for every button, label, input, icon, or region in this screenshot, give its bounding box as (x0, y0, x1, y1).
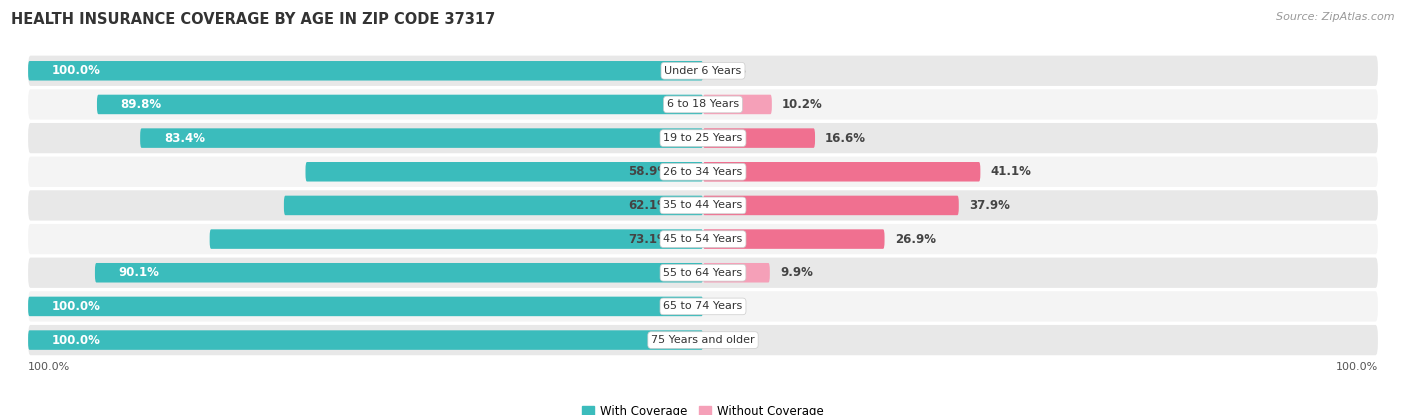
Text: 83.4%: 83.4% (163, 132, 205, 144)
Text: 16.6%: 16.6% (825, 132, 866, 144)
FancyBboxPatch shape (28, 297, 703, 316)
Text: 10.2%: 10.2% (782, 98, 823, 111)
FancyBboxPatch shape (96, 263, 703, 283)
FancyBboxPatch shape (28, 291, 1378, 322)
Text: 100.0%: 100.0% (28, 362, 70, 372)
FancyBboxPatch shape (141, 128, 703, 148)
Text: 100.0%: 100.0% (52, 300, 101, 313)
FancyBboxPatch shape (28, 156, 1378, 187)
Text: HEALTH INSURANCE COVERAGE BY AGE IN ZIP CODE 37317: HEALTH INSURANCE COVERAGE BY AGE IN ZIP … (11, 12, 495, 27)
Text: 55 to 64 Years: 55 to 64 Years (664, 268, 742, 278)
FancyBboxPatch shape (209, 229, 703, 249)
FancyBboxPatch shape (28, 61, 703, 81)
Text: 45 to 54 Years: 45 to 54 Years (664, 234, 742, 244)
Text: 0.0%: 0.0% (713, 334, 745, 347)
Text: 0.0%: 0.0% (713, 300, 745, 313)
FancyBboxPatch shape (28, 190, 1378, 221)
Text: 26 to 34 Years: 26 to 34 Years (664, 167, 742, 177)
FancyBboxPatch shape (28, 56, 1378, 86)
Text: 26.9%: 26.9% (894, 232, 935, 246)
FancyBboxPatch shape (28, 258, 1378, 288)
Text: 100.0%: 100.0% (1336, 362, 1378, 372)
Text: 65 to 74 Years: 65 to 74 Years (664, 301, 742, 311)
Text: 62.1%: 62.1% (628, 199, 669, 212)
FancyBboxPatch shape (28, 89, 1378, 120)
FancyBboxPatch shape (28, 330, 703, 350)
Legend: With Coverage, Without Coverage: With Coverage, Without Coverage (582, 405, 824, 415)
Text: 73.1%: 73.1% (628, 232, 669, 246)
Text: 90.1%: 90.1% (118, 266, 159, 279)
Text: 41.1%: 41.1% (990, 165, 1032, 178)
FancyBboxPatch shape (703, 162, 980, 181)
FancyBboxPatch shape (703, 195, 959, 215)
FancyBboxPatch shape (703, 95, 772, 114)
Text: 0.0%: 0.0% (713, 64, 745, 77)
FancyBboxPatch shape (284, 195, 703, 215)
FancyBboxPatch shape (703, 229, 884, 249)
Text: 9.9%: 9.9% (780, 266, 813, 279)
Text: 35 to 44 Years: 35 to 44 Years (664, 200, 742, 210)
Text: 100.0%: 100.0% (52, 64, 101, 77)
Text: 100.0%: 100.0% (52, 334, 101, 347)
FancyBboxPatch shape (28, 224, 1378, 254)
FancyBboxPatch shape (703, 263, 770, 283)
Text: Source: ZipAtlas.com: Source: ZipAtlas.com (1277, 12, 1395, 22)
FancyBboxPatch shape (28, 325, 1378, 355)
FancyBboxPatch shape (703, 128, 815, 148)
FancyBboxPatch shape (97, 95, 703, 114)
Text: Under 6 Years: Under 6 Years (665, 66, 741, 76)
Text: 89.8%: 89.8% (121, 98, 162, 111)
Text: 37.9%: 37.9% (969, 199, 1010, 212)
Text: 58.9%: 58.9% (628, 165, 669, 178)
FancyBboxPatch shape (28, 123, 1378, 153)
FancyBboxPatch shape (305, 162, 703, 181)
Text: 75 Years and older: 75 Years and older (651, 335, 755, 345)
Text: 6 to 18 Years: 6 to 18 Years (666, 100, 740, 110)
Text: 19 to 25 Years: 19 to 25 Years (664, 133, 742, 143)
